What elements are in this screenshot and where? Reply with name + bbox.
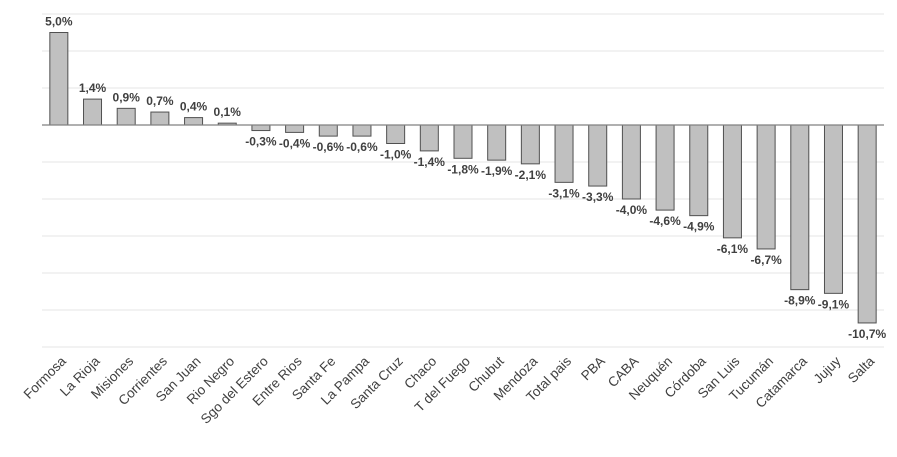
- data-label: -1,9%: [481, 164, 513, 178]
- data-label: -3,3%: [582, 190, 614, 204]
- data-label: -6,1%: [717, 242, 749, 256]
- bar-entre-rios: [285, 124, 305, 133]
- data-label: -0,3%: [245, 135, 277, 149]
- bar-caba: [621, 124, 641, 200]
- bar-san-juan: [184, 117, 204, 126]
- data-labels: 5,0%1,4%0,9% 0,7% 0,4% 0,1%-0,3% -0,4% -0,6% -…: [45, 15, 886, 341]
- bar-formosa: [49, 32, 69, 126]
- bar-chubut: [487, 124, 507, 161]
- category-label: PBA: [578, 354, 608, 384]
- bar-la-rioja: [83, 98, 103, 126]
- bar-san-luis: [722, 124, 742, 239]
- data-label: -1,4%: [414, 155, 446, 169]
- data-label: 1,4%: [79, 81, 107, 95]
- data-label: 0,7%: [146, 94, 174, 108]
- data-label: -9,1%: [818, 297, 850, 311]
- bar-córdoba: [689, 124, 709, 217]
- data-label: 5,0%: [45, 15, 73, 29]
- data-label: 0,9%: [113, 90, 141, 104]
- bar-mendoza: [520, 124, 540, 165]
- bar-tucumán: [756, 124, 776, 250]
- bar-jujuy: [823, 124, 843, 294]
- data-label: -6,7%: [750, 253, 782, 267]
- data-label: -8,9%: [784, 294, 816, 308]
- bar-salta: [857, 124, 877, 324]
- data-label: -0,6%: [313, 140, 345, 154]
- grid-lines: [42, 13, 884, 348]
- category-label: Salta: [845, 353, 878, 386]
- bar-catamarca: [790, 124, 810, 291]
- bar-santa-fe: [318, 124, 338, 137]
- data-label: -4,9%: [683, 220, 715, 234]
- data-label: -1,0%: [380, 148, 412, 162]
- data-label: -0,4%: [279, 136, 311, 150]
- data-label: 0,4%: [180, 100, 208, 114]
- data-label: -4,0%: [616, 203, 648, 217]
- data-label: -3,1%: [548, 186, 580, 200]
- bar-neuquén: [655, 124, 675, 211]
- data-label: -0,6%: [346, 140, 378, 154]
- bar-pba: [588, 124, 608, 187]
- bar-total-pais: [554, 124, 574, 183]
- bar-misiones: [116, 107, 136, 126]
- bar-santa-cruz: [386, 124, 406, 144]
- data-label: 0,1%: [214, 105, 242, 119]
- data-label: -2,1%: [515, 168, 547, 182]
- bar-sgo-del-estero: [251, 124, 271, 132]
- data-label: -1,8%: [447, 162, 479, 176]
- category-label: Jujuy: [811, 353, 844, 386]
- data-label: -10,7%: [848, 327, 886, 341]
- bar-la-pampa: [352, 124, 372, 137]
- data-label: -4,6%: [649, 214, 681, 228]
- bar-corrientes: [150, 111, 170, 126]
- bar-t-del-fuego: [453, 124, 473, 159]
- bar-chaco: [419, 124, 439, 152]
- bars: [49, 32, 877, 324]
